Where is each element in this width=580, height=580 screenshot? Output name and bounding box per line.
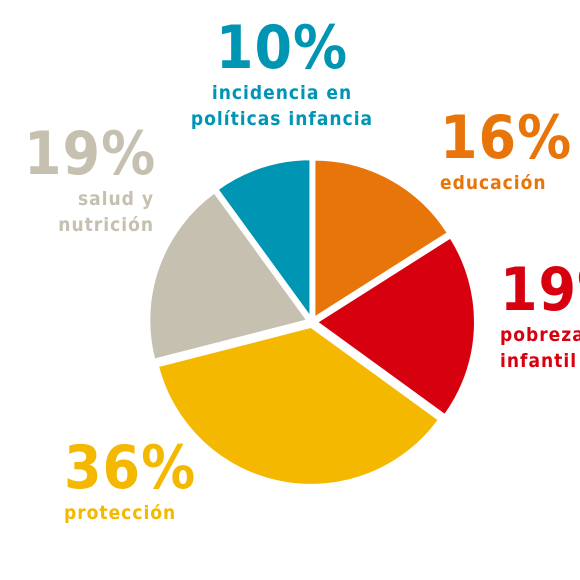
cat-pobreza-line1: pobreza (500, 324, 580, 346)
pct-educacion: 16% (440, 103, 573, 173)
pct-pobreza: 19% (500, 255, 580, 325)
slice-salud (148, 191, 309, 361)
label-pobreza: 19% pobreza infantil (500, 258, 580, 374)
pct-proteccion: 36% (64, 433, 197, 503)
cat-salud-line1: salud y (77, 188, 154, 210)
cat-incidencia-line2: políticas infancia (190, 108, 374, 130)
label-incidencia: 10% incidencia en políticas infancia (182, 16, 382, 132)
pct-incidencia: 10% (215, 13, 349, 83)
pct-salud: 19% (24, 119, 157, 189)
cat-educacion: educación (440, 172, 547, 194)
cat-proteccion: protección (64, 502, 177, 524)
slice-pobreza (315, 236, 476, 417)
label-salud: 19% salud y nutrición (24, 119, 157, 238)
slice-educacion (313, 158, 450, 320)
cat-salud-line2: nutrición (58, 214, 154, 236)
cat-pobreza-line2: infantil (500, 350, 578, 372)
slice-incidencia (216, 158, 312, 321)
slice-proteccion (156, 325, 441, 486)
label-educacion: 16% educación (440, 106, 572, 196)
cat-incidencia-line1: incidencia en (211, 82, 353, 104)
label-proteccion: 36% protección (64, 436, 196, 526)
